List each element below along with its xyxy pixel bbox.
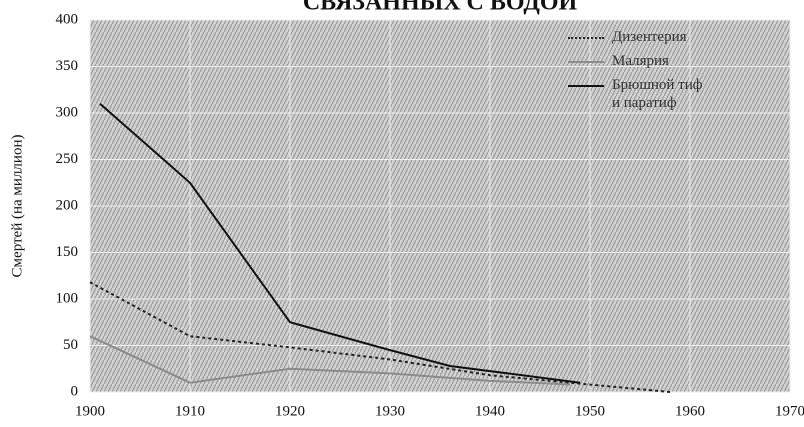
y-tick-label: 50 — [63, 337, 78, 353]
x-tick-label: 1910 — [175, 403, 205, 419]
x-tick-label: 1940 — [475, 403, 505, 419]
series-line — [99, 102, 581, 384]
legend-item: Малярия — [568, 52, 728, 70]
x-tick-label: 1950 — [575, 403, 605, 419]
legend-label: Брюшной тиф и паратиф — [612, 77, 703, 111]
y-tick-label: 150 — [56, 244, 79, 260]
legend: Дизентерия Малярия Брюшной тиф и паратиф — [568, 28, 728, 118]
legend-key — [568, 61, 604, 63]
y-tick-label: 200 — [56, 197, 79, 213]
x-tick-label: 1900 — [75, 403, 105, 419]
x-tick-label: 1930 — [375, 403, 405, 419]
y-axis-label: Смертей (на миллион) — [9, 135, 25, 278]
legend-key — [568, 85, 604, 87]
x-tick-label: 1960 — [675, 403, 705, 419]
y-tick-label: 400 — [56, 11, 79, 27]
y-tick-label: 300 — [56, 104, 79, 120]
x-tick-label: 1970 — [775, 403, 804, 419]
legend-label: Дизентерия — [612, 29, 687, 45]
chart-title: СВЯЗАННЫХ С ВОДОЙ — [303, 0, 578, 16]
legend-item: Брюшной тиф и паратиф — [568, 76, 728, 112]
series-line — [89, 281, 671, 393]
y-tick-label: 350 — [56, 58, 79, 74]
legend-label: Малярия — [612, 53, 669, 69]
legend-key — [568, 37, 604, 39]
x-tick-label: 1920 — [275, 403, 305, 419]
y-tick-label: 100 — [56, 290, 79, 306]
y-tick-label: 0 — [71, 383, 79, 399]
legend-item: Дизентерия — [568, 28, 728, 46]
series-line — [89, 335, 571, 386]
y-tick-label: 250 — [56, 151, 79, 167]
